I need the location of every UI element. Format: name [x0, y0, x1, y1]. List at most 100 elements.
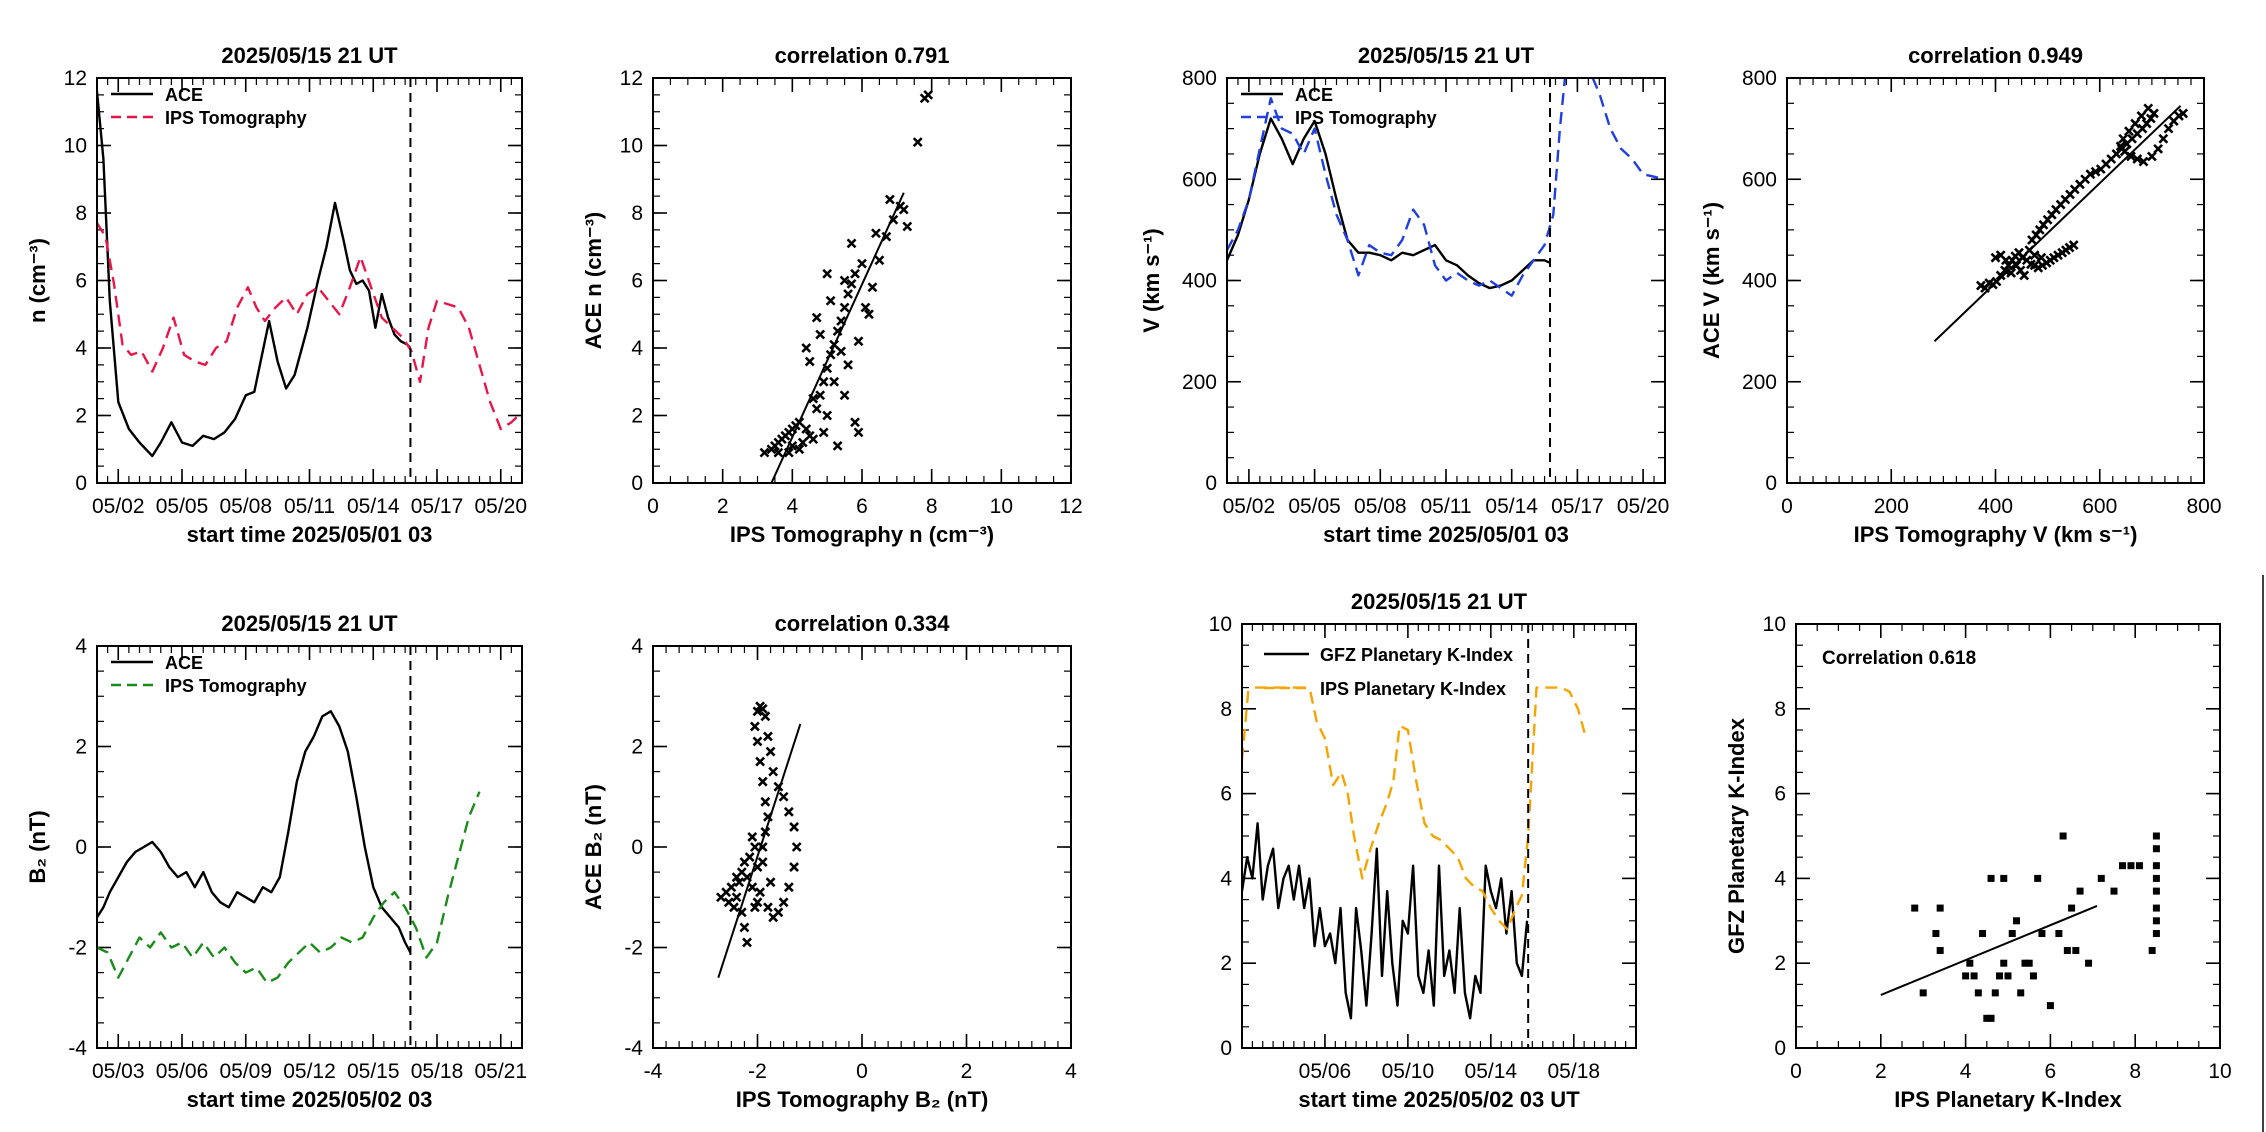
scatter-point [2143, 103, 2154, 114]
scatter-point [749, 721, 760, 732]
y-tick-label: -4 [68, 1037, 87, 1060]
x-tick-label: 8 [926, 495, 938, 518]
x-tick-label: 05/17 [411, 495, 464, 518]
scatter-point [739, 922, 750, 933]
scatter-point [829, 376, 840, 387]
scatter-point [815, 329, 826, 340]
scatter-point [832, 440, 843, 451]
x-tick-label: 05/21 [474, 1060, 527, 1083]
x-tick-label: 05/18 [1548, 1060, 1601, 1083]
y-tick-label: 0 [631, 472, 643, 495]
x-tick-label: 05/06 [156, 1060, 209, 1083]
series-line-1 [97, 222, 522, 431]
y-tick-label: 2 [75, 405, 87, 428]
scatter-point [881, 231, 892, 242]
scatter-point [1970, 972, 1978, 980]
plot-area [1880, 832, 2160, 1022]
plot-frame [1241, 623, 1637, 1049]
scatter-point [2090, 166, 2101, 177]
series-line-1 [97, 791, 481, 984]
plot-frame [1795, 623, 2221, 1049]
scatter-point [801, 343, 812, 353]
scatter-point [839, 390, 850, 401]
scatter-point [2000, 874, 2008, 882]
scatter-point [791, 842, 802, 852]
scatter-point [2127, 862, 2135, 870]
scatter-point [755, 756, 766, 767]
fit-line [1933, 105, 2182, 342]
y-tick-label: -4 [624, 1037, 643, 1060]
scatter-point [789, 862, 799, 873]
scatter-point [2004, 972, 2012, 980]
plot-frame [1226, 77, 1666, 484]
scatter-point [2085, 959, 2093, 967]
scatter-point [2029, 250, 2040, 261]
scatter-point [1911, 904, 1919, 912]
x-tick-label: 05/11 [1421, 495, 1472, 518]
y-axis-label: B₂ (nT) [25, 810, 50, 883]
scatter-point [752, 706, 763, 717]
scatter-point [757, 776, 768, 787]
scatter-point [2046, 1002, 2054, 1010]
x-tick-label: 10 [2208, 1060, 2231, 1083]
scatter-point [2029, 972, 2037, 980]
plot-frame [96, 645, 523, 1049]
scatter-point [2036, 252, 2047, 263]
legend-label-0: ACE [1295, 85, 1333, 105]
scatter-point [2152, 845, 2160, 853]
scatter-point [822, 410, 833, 421]
x-tick-label: 05/09 [219, 1060, 272, 1083]
y-tick-label: 2 [1774, 952, 1786, 975]
correlation-annotation: Correlation 0.618 [1822, 648, 1976, 669]
scatter-point [2110, 887, 2118, 895]
legend-label-0: ACE [165, 85, 203, 105]
scatter-point [2008, 930, 2016, 938]
scatter-point [2136, 111, 2147, 121]
scatter-point [778, 791, 789, 802]
scatter-point [867, 282, 878, 293]
scatter-point [2085, 169, 2096, 180]
fit-line [717, 723, 802, 978]
scatter-point [763, 731, 773, 742]
x-axis-label: IPS Tomography V (km s⁻¹) [1854, 522, 2138, 547]
y-tick-label: 0 [75, 472, 87, 495]
x-tick-label: 8 [2129, 1060, 2141, 1083]
scatter-point [815, 390, 826, 401]
y-axis-label: n (cm⁻³) [25, 238, 50, 323]
scatter-point [2158, 133, 2169, 144]
scatter-point [2097, 874, 2105, 882]
scatter-point [2178, 108, 2189, 119]
scatter-point [1936, 904, 1944, 912]
scatter-point [2153, 143, 2164, 154]
plot-area [1933, 103, 2189, 342]
x-axis-label: start time 2025/05/02 03 UT [1298, 1087, 1580, 1112]
scatter-point [923, 89, 934, 100]
scatter-point [734, 877, 745, 888]
plot-area [1227, 78, 1665, 483]
x-axis-label: IPS Tomography n (cm⁻³) [730, 522, 994, 547]
y-tick-label: 0 [1774, 1037, 1786, 1060]
panel-n-time: 2025/05/15 21 UT 05/02 05/05 05/08 05/11 05/1… [25, 43, 527, 547]
scatter-point [742, 937, 752, 948]
plot-area [716, 701, 802, 978]
x-tick-label: 600 [2082, 495, 2117, 518]
scatter-point [2138, 156, 2149, 167]
x-tick-label: 05/10 [1382, 1060, 1435, 1083]
scatter-point [2000, 959, 2008, 967]
scatter-point [2076, 887, 2084, 895]
scatter-point [1974, 989, 1982, 997]
plot-frame [96, 77, 523, 484]
scatter-point [2021, 959, 2029, 967]
panel-title: 2025/05/15 21 UT [1351, 589, 1528, 614]
y-tick-label: 200 [1182, 371, 1217, 394]
x-tick-label: 05/02 [92, 495, 145, 518]
scatter-point [2034, 874, 2042, 882]
x-tick-label: -2 [748, 1060, 767, 1083]
scatter-point [2152, 904, 2160, 912]
scatter-point [757, 857, 768, 867]
x-tick-label: 4 [786, 495, 798, 518]
x-tick-label: 0 [647, 495, 659, 518]
scatter-point [839, 302, 850, 313]
x-tick-label: 05/14 [347, 495, 400, 518]
